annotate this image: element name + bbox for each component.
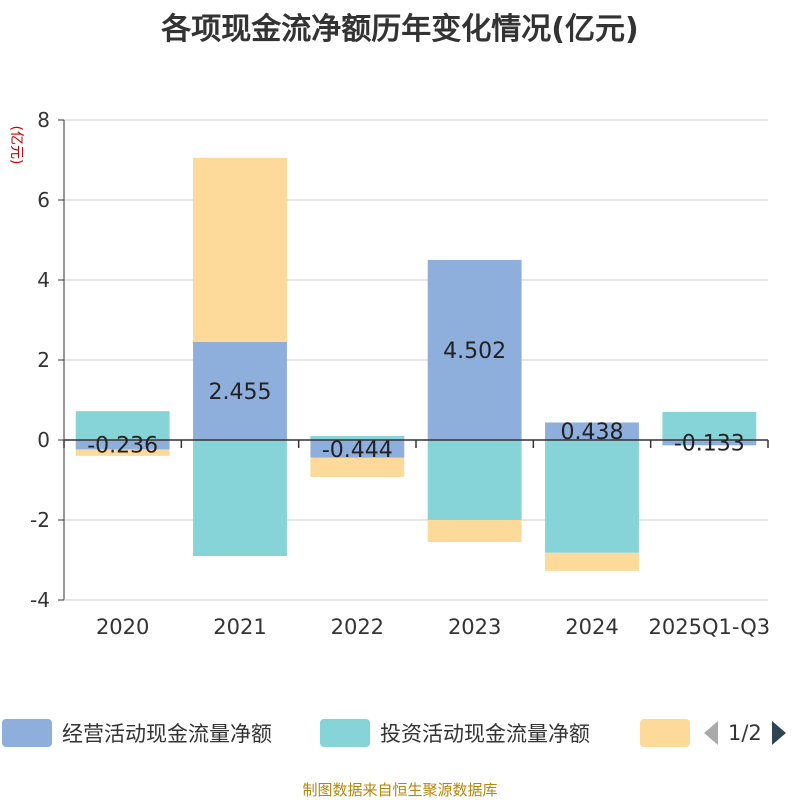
bar-financing-2022 <box>310 457 405 477</box>
y-tick-label: -2 <box>30 508 50 532</box>
legend-label-operating: 经营活动现金流量净额 <box>62 722 272 746</box>
legend-swatch-operating <box>2 719 52 747</box>
legend-item-operating[interactable]: 经营活动现金流量净额 <box>2 716 272 750</box>
legend-pager: 1/2 <box>702 716 788 750</box>
x-tick-label: 2022 <box>331 615 384 639</box>
x-tick-label: 2023 <box>448 615 501 639</box>
bar-chart: 8 6 4 2 0 -2 -4 (亿元) 2020 2021 2022 2023 2024 2025Q1-… <box>8 108 771 639</box>
bar-investing-2023 <box>427 440 522 520</box>
y-tick-label: 0 <box>37 428 50 452</box>
y-tick-label: 8 <box>37 108 50 132</box>
x-tick-label: 2025Q1-Q3 <box>649 615 771 639</box>
bar-operating-2024 <box>545 422 639 440</box>
y-axis-label: (亿元) <box>8 126 24 165</box>
bar-financing-2020 <box>75 449 170 456</box>
y-tick-label: -4 <box>30 588 50 612</box>
bar-financing-2023 <box>427 520 522 542</box>
data-label: 2.455 <box>209 380 272 405</box>
bar-operating-2020 <box>75 440 170 450</box>
data-label: 4.502 <box>443 339 506 364</box>
data-label: 0.438 <box>561 420 624 445</box>
bar-investing-2020 <box>75 411 170 440</box>
x-tick-label: 2021 <box>213 615 266 639</box>
bar-operating-2025Q1-Q3 <box>662 440 757 446</box>
x-tick-label: 2024 <box>565 615 618 639</box>
bar-financing-2024 <box>545 552 639 571</box>
bar-financing-2021 <box>193 157 287 342</box>
legend-swatch-investing <box>320 719 370 747</box>
y-tick-label: 2 <box>37 348 50 372</box>
data-label: -0.133 <box>674 432 745 457</box>
x-tick-label: 2020 <box>96 615 149 639</box>
bar-operating-2023 <box>427 259 522 440</box>
prev-page-icon[interactable] <box>702 719 720 747</box>
data-source-note: 制图数据来自恒生聚源数据库 <box>302 781 498 799</box>
bar-investing-2021 <box>193 440 287 556</box>
bar-investing-2024 <box>545 440 639 553</box>
legend-item-financing[interactable] <box>640 716 690 750</box>
bar-investing-2025Q1-Q3 <box>662 412 757 440</box>
next-page-icon[interactable] <box>770 719 788 747</box>
bar-operating-2022 <box>310 440 405 458</box>
bar-operating-2021 <box>193 341 287 440</box>
legend-item-investing[interactable]: 投资活动现金流量净额 <box>320 716 590 750</box>
data-label: -0.236 <box>87 434 158 459</box>
y-tick-label: 4 <box>37 268 50 292</box>
bar-investing-2022 <box>310 436 405 440</box>
legend-swatch-financing <box>640 719 690 747</box>
y-tick-label: 6 <box>37 188 50 212</box>
legend-label-investing: 投资活动现金流量净额 <box>380 722 590 746</box>
legend-page-indicator: 1/2 <box>728 721 762 745</box>
data-label: -0.444 <box>322 438 393 463</box>
legend: 经营活动现金流量净额 投资活动现金流量净额 1/2 <box>0 716 800 750</box>
chart-title: 各项现金流净额历年变化情况(亿元) <box>161 12 639 47</box>
